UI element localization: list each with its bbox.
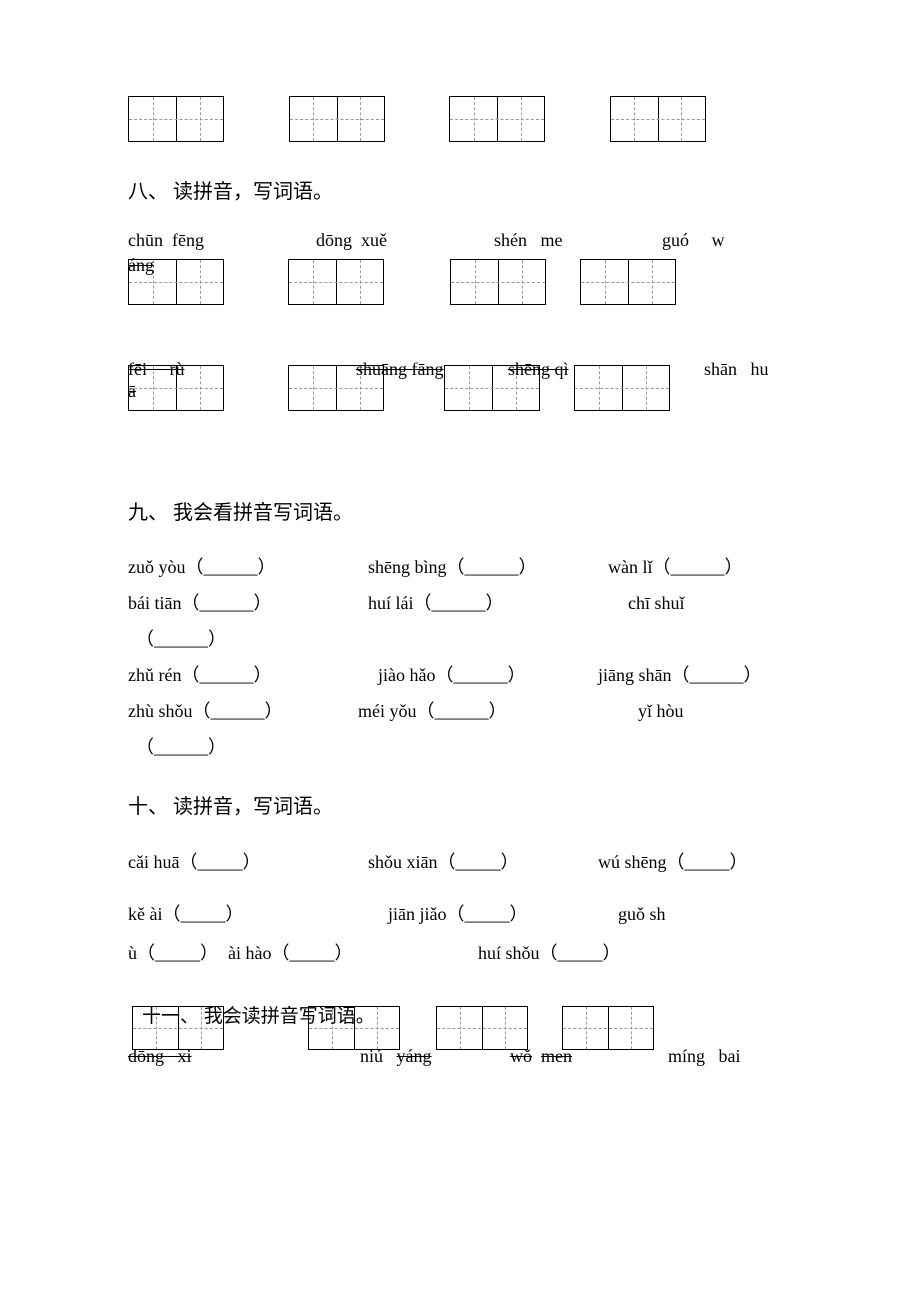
answer-blank[interactable]: （_____） — [271, 943, 352, 963]
pinyin-text: huí lái — [368, 593, 414, 613]
pinyin-text: yǐ hòu — [638, 701, 684, 721]
char-grid-box — [288, 259, 384, 305]
answer-blank[interactable]: （_____） — [162, 904, 243, 924]
pinyin-text: fēng — [172, 230, 204, 250]
section8-row2: fēi rù shuāng fāng shēng qì shān hu ā — [128, 357, 792, 419]
pinyin-text: cǎi huā — [128, 852, 179, 872]
pinyin-text: guó — [662, 230, 689, 250]
pinyin-text: me — [541, 230, 563, 250]
answer-blank[interactable]: （_____） — [137, 943, 218, 963]
pinyin-text: shēng bìng — [368, 557, 447, 577]
pinyin-tail: áng — [128, 253, 154, 278]
pinyin-text: w — [712, 230, 725, 250]
pinyin-text: zhù shǒu — [128, 701, 193, 721]
section11: 十一、 我会读拼音写词语。 dōng xi niú yáng wǒ men mí… — [128, 1006, 792, 1096]
section8-row1-pinyin: chūn fēng dōng xuě shén me guó w — [128, 228, 792, 253]
char-grid-box — [580, 259, 676, 305]
pinyin-text: dōng xi — [128, 1044, 192, 1069]
answer-blank[interactable]: （______） — [136, 737, 226, 757]
pinyin-text: chī shuǐ — [628, 593, 685, 613]
section8-title: 八、 读拼音，写词语。 — [128, 178, 792, 206]
pinyin-text: kě ài — [128, 904, 162, 924]
char-grid-box — [289, 96, 385, 142]
answer-blank[interactable]: （______） — [414, 593, 504, 613]
pinyin-text: zhǔ rén — [128, 665, 181, 685]
answer-blank[interactable]: （______） — [653, 557, 743, 577]
char-grid-box — [610, 96, 706, 142]
pinyin-text: shén — [494, 230, 527, 250]
pinyin-text: wǒ men — [510, 1044, 572, 1069]
pinyin-text: méi yǒu — [358, 701, 417, 721]
char-grid-box — [450, 259, 546, 305]
answer-blank[interactable]: （______） — [447, 557, 537, 577]
pinyin-text: huí shǒu — [478, 943, 540, 963]
section8-row1-boxes: áng — [128, 253, 792, 309]
pinyin-text: jiāng shān — [598, 665, 672, 685]
section11-title: 十一、 我会读拼音写词语。 — [142, 1004, 375, 1031]
pinyin-text: jiān jiǎo — [388, 904, 446, 924]
pinyin-tail: ā — [128, 379, 136, 404]
answer-blank[interactable]: （______） — [193, 701, 283, 721]
answer-blank[interactable]: （______） — [181, 593, 271, 613]
answer-blank[interactable]: （______） — [417, 701, 507, 721]
pinyin-text: zuǒ yòu — [128, 557, 186, 577]
pinyin-text: chūn — [128, 230, 163, 250]
char-grid-box — [562, 1006, 654, 1050]
pinyin-text: míng bai — [668, 1044, 741, 1069]
char-grid-box — [574, 365, 670, 411]
answer-blank[interactable]: （______） — [136, 629, 226, 649]
char-grid-box — [449, 96, 545, 142]
char-grid-box — [128, 96, 224, 142]
section9-body: zuǒ yòu（______） shēng bìng（______） wàn l… — [128, 549, 792, 765]
pinyin-text: dōng — [316, 230, 352, 250]
pinyin-text: shān hu — [704, 357, 769, 382]
answer-blank[interactable]: （______） — [435, 665, 525, 685]
pinyin-text: guǒ sh — [618, 904, 666, 924]
answer-blank[interactable]: （_____） — [446, 904, 527, 924]
answer-blank[interactable]: （_____） — [667, 852, 748, 872]
answer-blank[interactable]: （_____） — [438, 852, 519, 872]
answer-blank[interactable]: （_____） — [540, 943, 621, 963]
pinyin-text: niú yáng — [360, 1044, 432, 1069]
section10-body: cǎi huā（_____） shǒu xiān（_____） wú shēng… — [128, 843, 792, 974]
answer-blank[interactable]: （_____） — [179, 852, 260, 872]
pinyin-text: xuě — [361, 230, 387, 250]
pinyin-text: wú shēng — [598, 852, 667, 872]
pinyin-text: shǒu xiān — [368, 852, 438, 872]
pinyin-text: wàn lǐ — [608, 557, 653, 577]
answer-blank[interactable]: （______） — [186, 557, 276, 577]
answer-blank[interactable]: （______） — [181, 665, 271, 685]
pinyin-text: shēng qì — [508, 357, 569, 382]
top-grid-row — [128, 96, 792, 142]
section9-title: 九、 我会看拼音写词语。 — [128, 499, 792, 527]
pinyin-text: fēi rù — [128, 357, 184, 382]
pinyin-text: ù — [128, 943, 137, 963]
pinyin-text: jiào hǎo — [378, 665, 435, 685]
pinyin-text: shuāng fāng — [356, 357, 443, 382]
pinyin-text: ài hào — [228, 943, 271, 963]
pinyin-text: bái tiān — [128, 593, 181, 613]
section10-title: 十、 读拼音，写词语。 — [128, 793, 792, 821]
answer-blank[interactable]: （______） — [672, 665, 762, 685]
